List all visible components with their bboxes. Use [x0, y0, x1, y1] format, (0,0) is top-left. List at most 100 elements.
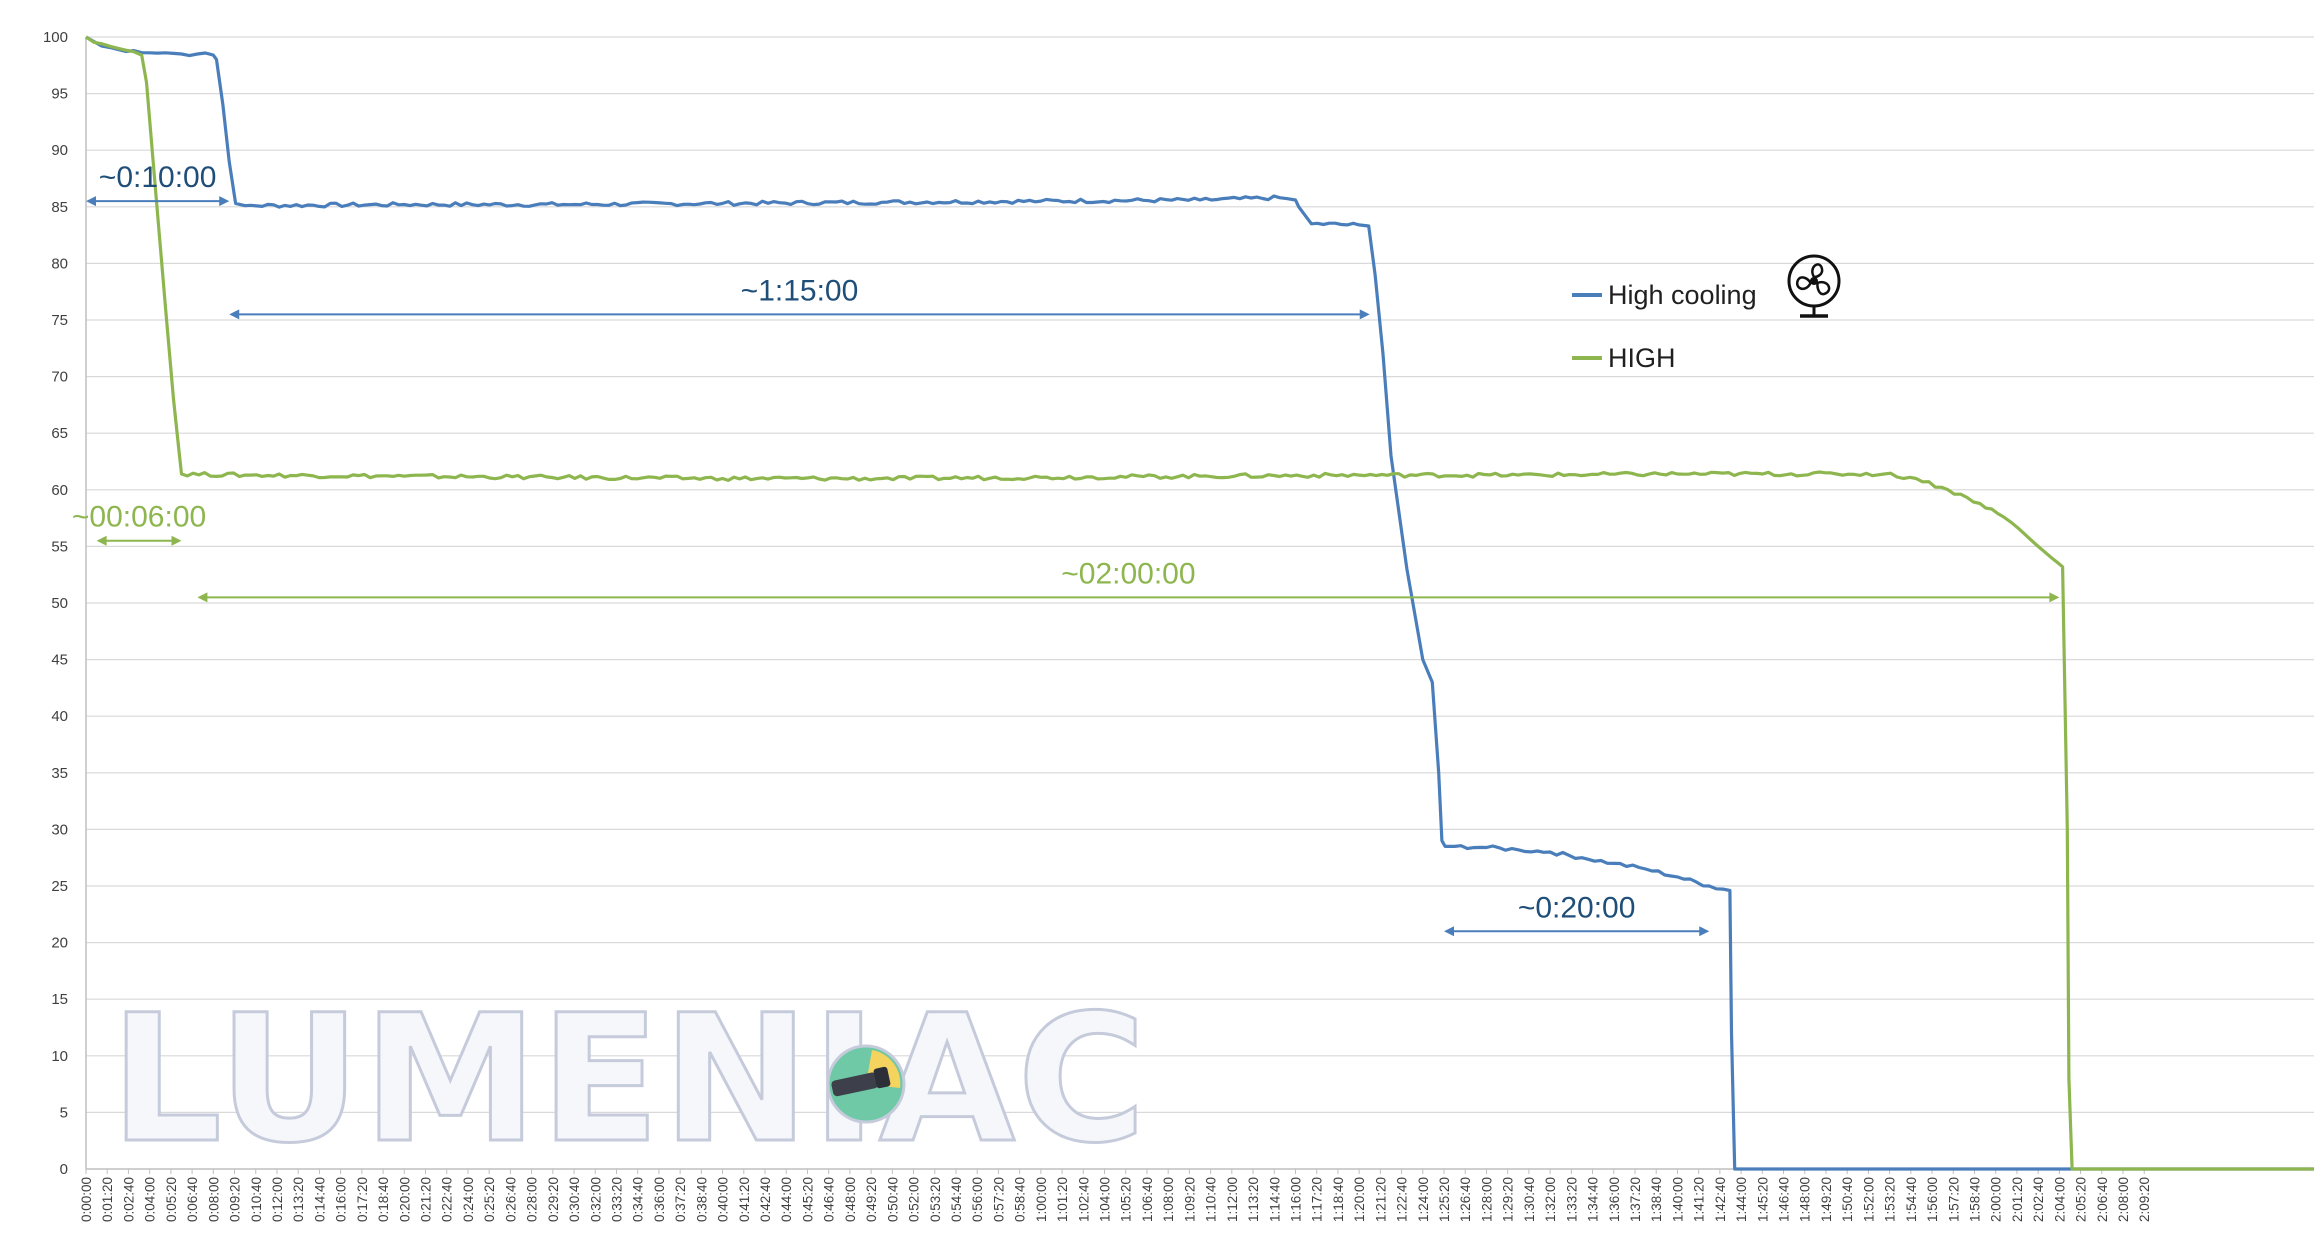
- duration-label: ~02:00:00: [1061, 557, 1195, 590]
- x-tick-label: 1:06:40: [1140, 1177, 1155, 1222]
- x-tick-label: 0:58:40: [1013, 1177, 1028, 1222]
- x-tick-label: 1:34:40: [1586, 1177, 1601, 1222]
- x-tick-label: 0:06:40: [185, 1177, 200, 1222]
- y-tick-label: 100: [43, 29, 68, 46]
- x-tick-label: 1:16:00: [1288, 1177, 1303, 1222]
- x-tick-label: 1:25:20: [1437, 1177, 1452, 1222]
- fan-icon: [1787, 254, 1841, 318]
- x-tick-label: 0:16:00: [334, 1177, 349, 1222]
- x-tick-label: 1:26:40: [1458, 1177, 1473, 1222]
- x-tick-label: 1:53:20: [1883, 1177, 1898, 1222]
- x-tick-label: 1:32:00: [1543, 1177, 1558, 1222]
- legend-label-high: HIGH: [1608, 343, 1676, 373]
- x-tick-label: 0:29:20: [546, 1177, 561, 1222]
- x-tick-label: 0:01:20: [100, 1177, 115, 1222]
- x-tick-label: 0:30:40: [567, 1177, 582, 1222]
- x-axis-tick-labels: 0:00:00 0:01:20 0:02:40 0:04:00 0:05:20 0:06:…: [79, 1177, 2152, 1222]
- x-tick-label: 0:40:00: [716, 1177, 731, 1222]
- x-tick-label: 0:38:40: [694, 1177, 709, 1222]
- x-tick-label: 1:41:20: [1692, 1177, 1707, 1222]
- x-tick-label: 1:48:00: [1798, 1177, 1813, 1222]
- x-tick-label: 1:46:40: [1777, 1177, 1792, 1222]
- x-tick-label: 1:33:20: [1564, 1177, 1579, 1222]
- x-tick-label: 0:54:40: [949, 1177, 964, 1222]
- x-tick-label: 1:56:00: [1925, 1177, 1940, 1222]
- arrow-head-right: [171, 535, 182, 546]
- x-tick-label: 2:02:40: [2031, 1177, 2046, 1222]
- x-tick-label: 0:49:20: [864, 1177, 879, 1222]
- x-tick-label: 0:56:00: [970, 1177, 985, 1222]
- x-tick-label: 1:45:20: [1755, 1177, 1770, 1222]
- x-tick-label: 1:38:40: [1649, 1177, 1664, 1222]
- x-tick-label: 1:18:40: [1331, 1177, 1346, 1222]
- x-tick-label: 1:04:00: [1098, 1177, 1113, 1222]
- x-tick-label: 0:44:00: [779, 1177, 794, 1222]
- x-tick-label: 0:33:20: [609, 1177, 624, 1222]
- watermark-text: LUMENIAC: [110, 977, 1148, 1182]
- x-tick-label: 1:10:40: [1204, 1177, 1219, 1222]
- y-tick-label: 85: [51, 199, 68, 216]
- arrow-head-right: [1699, 926, 1710, 937]
- x-tick-label: 1:57:20: [1946, 1177, 1961, 1222]
- y-tick-label: 80: [51, 255, 68, 272]
- x-tick-label: 1:02:40: [1076, 1177, 1091, 1222]
- y-tick-label: 55: [51, 538, 68, 555]
- x-tick-label: 1:12:00: [1225, 1177, 1240, 1222]
- x-tick-label: 2:05:20: [2074, 1177, 2089, 1222]
- x-tick-label: 0:36:00: [652, 1177, 667, 1222]
- y-tick-label: 50: [51, 595, 68, 612]
- x-tick-label: 2:06:40: [2095, 1177, 2110, 1222]
- arrow-head-left: [96, 535, 107, 546]
- y-tick-label: 5: [60, 1104, 68, 1121]
- y-axis-tick-labels: 0 5 10 15 20 25 30 35 40 45 50 55 60 65 70 75 80 85 90 95 10…: [43, 29, 68, 1178]
- x-tick-label: 2:08:00: [2116, 1177, 2131, 1222]
- y-tick-label: 90: [51, 142, 68, 159]
- x-tick-label: 1:14:40: [1267, 1177, 1282, 1222]
- x-tick-label: 0:28:00: [525, 1177, 540, 1222]
- x-tick-label: 1:22:40: [1395, 1177, 1410, 1222]
- x-tick-label: 0:22:40: [440, 1177, 455, 1222]
- arrow-head-left: [1444, 926, 1455, 937]
- x-tick-label: 0:20:00: [397, 1177, 412, 1222]
- x-tick-label: 1:42:40: [1713, 1177, 1728, 1222]
- x-tick-label: 1:36:00: [1607, 1177, 1622, 1222]
- x-tick-label: 0:08:00: [206, 1177, 221, 1222]
- x-tick-label: 0:52:00: [907, 1177, 922, 1222]
- legend: High cooling HIGH: [1572, 254, 1841, 373]
- y-tick-label: 75: [51, 312, 68, 329]
- x-tick-label: 1:28:00: [1479, 1177, 1494, 1222]
- x-tick-label: 0:41:20: [737, 1177, 752, 1222]
- x-tick-label: 0:46:40: [822, 1177, 837, 1222]
- arrow-head-right: [2049, 592, 2060, 603]
- x-tick-label: 1:01:20: [1055, 1177, 1070, 1222]
- x-tick-label: 1:37:20: [1628, 1177, 1643, 1222]
- x-tick-label: 1:13:20: [1246, 1177, 1261, 1222]
- x-tick-label: 1:49:20: [1819, 1177, 1834, 1222]
- x-tick-label: 0:21:20: [419, 1177, 434, 1222]
- arrow-head-left: [197, 592, 208, 603]
- x-tick-label: 1:29:20: [1501, 1177, 1516, 1222]
- duration-label: ~0:10:00: [99, 161, 217, 194]
- x-tick-label: 0:45:20: [800, 1177, 815, 1222]
- x-tick-label: 0:18:40: [376, 1177, 391, 1222]
- y-tick-label: 65: [51, 425, 68, 442]
- series-line-high: [85, 35, 2314, 1171]
- y-tick-label: 35: [51, 765, 68, 782]
- duration-annotation: ~00:06:00: [72, 501, 206, 546]
- y-tick-label: 60: [51, 482, 68, 499]
- y-tick-label: 10: [51, 1048, 68, 1065]
- flashlight-logo-icon: [826, 1044, 906, 1124]
- duration-annotation: ~0:10:00: [86, 161, 230, 207]
- x-tick-label: 0:32:00: [588, 1177, 603, 1222]
- x-tick-label: 0:26:40: [503, 1177, 518, 1222]
- lumeniac-watermark: LUMENIAC: [109, 976, 1148, 1184]
- duration-annotation: ~0:20:00: [1444, 891, 1710, 937]
- duration-label: ~0:20:00: [1518, 891, 1636, 924]
- y-tick-label: 40: [51, 708, 68, 725]
- x-tick-label: 0:12:00: [270, 1177, 285, 1222]
- y-tick-label: 30: [51, 821, 68, 838]
- x-tick-label: 1:24:00: [1416, 1177, 1431, 1222]
- x-tick-label: 0:24:00: [461, 1177, 476, 1222]
- x-tick-label: 0:17:20: [355, 1177, 370, 1222]
- duration-annotation: ~1:15:00: [229, 274, 1370, 320]
